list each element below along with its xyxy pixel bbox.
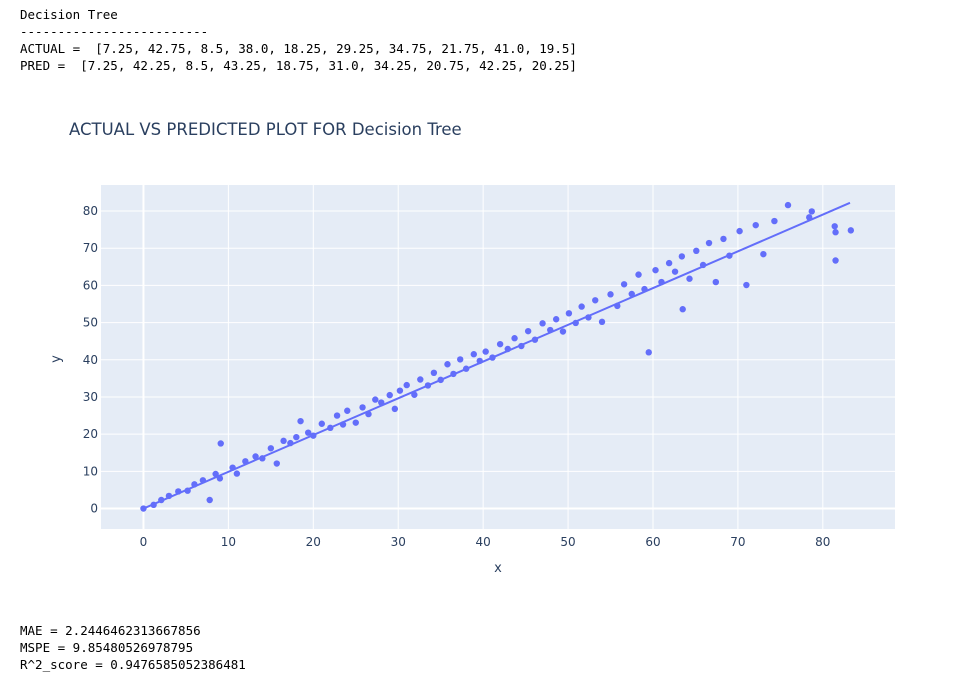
data-point [645,349,652,356]
data-point [784,201,792,209]
data-point [206,496,213,504]
x-tick-label: 10 [221,535,236,549]
data-point [598,318,606,326]
x-tick-label: 60 [645,535,660,549]
data-point [832,229,839,236]
data-point [457,356,464,363]
y-tick-label: 60 [83,278,98,292]
y-tick-labels: 0 10 20 30 40 50 60 70 80 [83,204,98,516]
data-point [233,470,241,477]
data-point [752,221,759,229]
data-point [524,327,532,335]
data-point [391,405,399,413]
y-tick-label: 80 [83,204,98,218]
x-tick-label: 50 [560,535,575,549]
data-point [539,320,546,327]
data-point [267,445,275,452]
data-point [396,387,404,394]
data-point [297,417,304,425]
actual-values-line: ACTUAL = [7.25, 42.75, 8.5, 38.0, 18.25,… [20,41,577,56]
data-point [344,407,351,414]
data-point [273,460,280,467]
y-tick-label: 10 [83,464,98,478]
data-point [511,335,518,342]
data-point [359,404,366,411]
x-tick-label: 20 [306,535,321,549]
data-point [693,247,700,255]
x-tick-label: 0 [140,535,148,549]
data-point [430,369,438,377]
data-point [482,348,489,355]
y-tick-label: 20 [83,427,98,441]
data-point [305,429,312,436]
trend-line-group [143,201,851,510]
y-tick-label: 70 [83,241,98,255]
x-tick-label: 30 [391,535,406,549]
data-point [217,440,224,447]
model-name-line: Decision Tree [20,7,118,22]
scatter-chart: ACTUAL VS PREDICTED PLOT FOR Decision Tr… [49,120,895,576]
data-point [720,235,727,243]
data-point [607,291,614,298]
data-point [496,340,504,348]
y-tick-label: 30 [83,390,98,404]
data-point [252,453,259,460]
data-point [831,223,838,230]
data-point [280,437,287,445]
data-point [386,391,393,399]
data-point [444,361,451,368]
data-point [411,391,418,398]
grid-lines [101,185,895,529]
y-tick-label: 50 [83,316,98,330]
data-point [712,278,720,286]
mae-line: MAE = 2.2446462313667856 [20,623,201,638]
r2-score-line: R^2_score = 0.9476585052386481 [20,657,246,672]
data-point [847,227,855,234]
data-point [760,250,767,258]
data-point [372,396,379,403]
x-axis-title: x [494,561,502,576]
data-point [679,306,686,313]
data-point [333,412,341,419]
y-tick-label: 0 [90,502,98,516]
chart-title: ACTUAL VS PREDICTED PLOT FOR Decision Tr… [69,120,462,139]
data-point [771,217,778,225]
data-point [652,266,659,274]
data-point [417,376,424,383]
data-point [686,275,693,282]
trend-line [143,201,851,510]
data-point [705,239,713,247]
data-point [620,281,628,288]
data-point [578,303,585,310]
data-point [293,433,300,441]
data-point [352,419,359,426]
data-point [552,316,560,323]
y-tick-label: 40 [83,353,98,367]
data-point [565,310,573,317]
data-point [559,328,567,335]
x-tick-label: 80 [815,535,830,549]
data-point [592,297,599,304]
x-tick-label: 40 [475,535,490,549]
data-point [832,257,839,264]
data-point [665,259,673,267]
data-point [808,208,815,215]
data-point [743,281,750,289]
data-point [736,227,743,235]
data-point [671,268,679,275]
x-tick-labels: 0 10 20 30 40 50 60 70 80 [140,535,831,549]
x-tick-label: 70 [730,535,745,549]
pred-values-line: PRED = [7.25, 42.25, 8.5, 43.25, 18.75, … [20,58,577,73]
data-point [403,381,410,389]
separator-line: ------------------------- [20,24,209,39]
mspe-line: MSPE = 9.85480526978795 [20,640,194,655]
data-point [635,271,642,278]
data-point [470,351,477,358]
data-point [678,253,686,260]
y-axis-title: y [49,355,64,363]
data-point [318,420,325,427]
